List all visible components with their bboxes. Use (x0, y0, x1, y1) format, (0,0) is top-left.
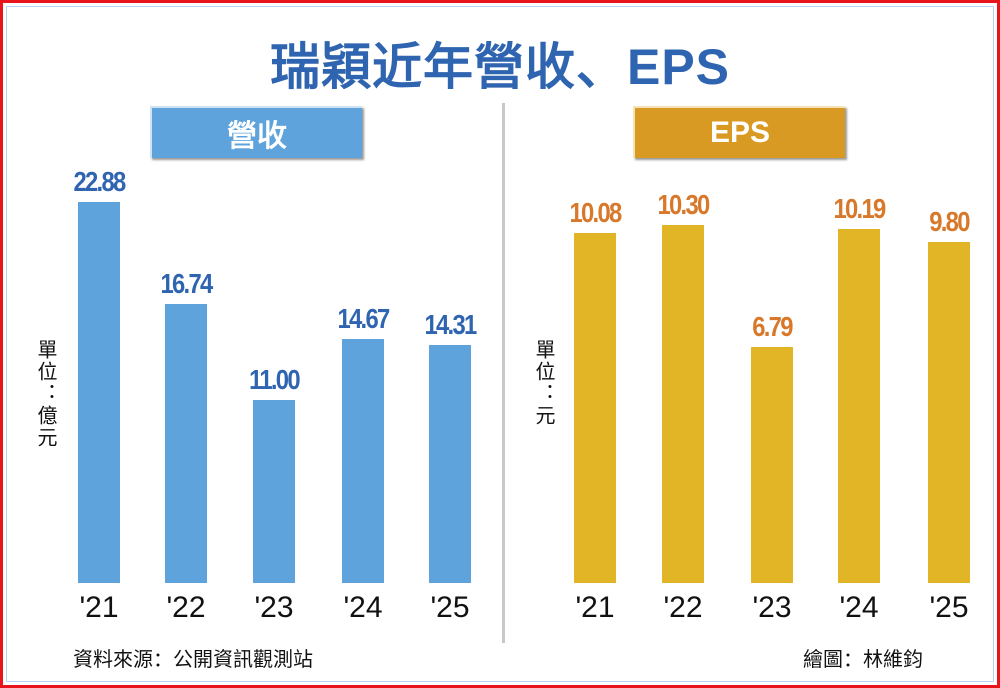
rev-bar-3 (342, 338, 384, 583)
eps-x-tick-label-3: '24 (839, 591, 879, 624)
eps-x-tick-label-2: '23 (752, 591, 792, 624)
rev-x-tick-label-4: '25 (430, 591, 470, 624)
rev-x-tick-label-1: '22 (166, 591, 206, 624)
eps-bar-4 (928, 242, 970, 583)
eps-x-tick-label-0: '21 (575, 591, 615, 624)
rev-value-label-0: 22.88 (73, 166, 126, 197)
rev-bar-2 (253, 399, 295, 583)
revenue-panel-header: 營收 (150, 106, 362, 158)
eps-value-label-0: 10.08 (569, 196, 622, 228)
rev-x-tick-label-0: '21 (79, 591, 119, 624)
rev-value-label-3: 14.67 (337, 302, 390, 334)
rev-x-tick-label-3: '24 (343, 591, 383, 624)
eps-unit-label: 單位：元 (532, 339, 554, 427)
rev-bar-1 (165, 304, 207, 583)
credit-note: 繪圖：林維鈞 (803, 649, 923, 671)
inner-frame (6, 6, 994, 682)
eps-x-tick-label-4: '25 (929, 591, 969, 624)
source-note: 資料來源：公開資訊觀測站 (73, 649, 313, 671)
eps-value-label-4: 9.80 (929, 206, 970, 238)
panel-divider (502, 103, 505, 643)
chart-title: 瑞穎近年營收、EPS (269, 39, 731, 95)
eps-value-label-1: 10.30 (657, 189, 710, 220)
eps-panel-header: EPS (633, 106, 845, 158)
eps-value-label-2: 6.79 (752, 310, 793, 342)
rev-x-tick-label-2: '23 (254, 591, 294, 624)
eps-bar-1 (662, 225, 704, 583)
eps-value-label-3: 10.19 (833, 192, 886, 224)
rev-value-label-2: 11.00 (249, 363, 300, 395)
rev-bar-0 (78, 202, 120, 583)
rev-bar-4 (429, 344, 471, 583)
eps-bar-3 (838, 228, 880, 583)
rev-value-label-1: 16.74 (160, 268, 213, 300)
eps-bar-0 (574, 232, 616, 583)
eps-x-tick-label-1: '22 (663, 591, 703, 624)
eps-bar-2 (751, 346, 793, 583)
rev-value-label-4: 14.31 (424, 308, 477, 340)
revenue-unit-label: 單位：億元 (34, 339, 56, 449)
